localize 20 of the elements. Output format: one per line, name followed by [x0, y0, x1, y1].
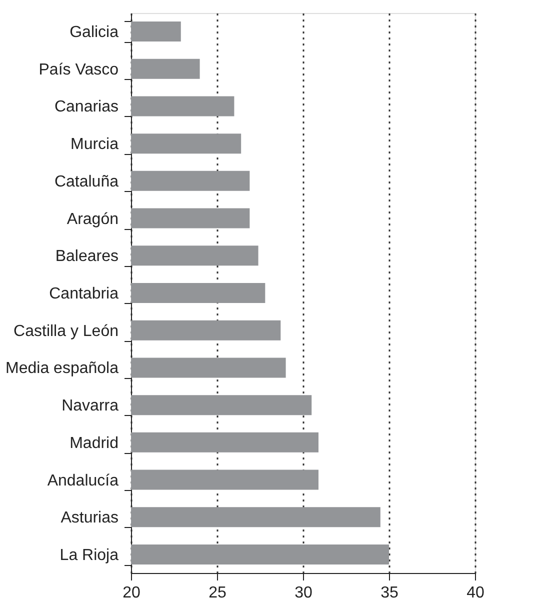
- y-tick-label: Canarias: [54, 98, 118, 116]
- y-tick-label: Asturias: [60, 510, 118, 527]
- y-tick-label: Andalucía: [47, 472, 119, 490]
- y-tick-label: Cantabria: [49, 286, 119, 302]
- y-tick-label: País Vasco: [38, 61, 119, 78]
- x-tick-label: 20: [122, 584, 140, 602]
- y-tick-label: Navarra: [62, 398, 119, 415]
- x-tick-label: 30: [294, 584, 312, 602]
- y-tick-label: Cataluña: [54, 173, 119, 190]
- y-tick-label: Media española: [6, 360, 119, 378]
- y-tick-label: La Rioja: [60, 547, 119, 564]
- y-tick-label: Madrid: [70, 434, 118, 452]
- y-tick-label: Galicia: [70, 24, 119, 41]
- y-tick-label: Baleares: [55, 248, 118, 266]
- y-tick-label: Castilla y León: [14, 322, 118, 340]
- y-tick-label: Aragón: [66, 210, 118, 228]
- x-tick-label: 40: [466, 584, 484, 602]
- x-tick-label: 35: [380, 584, 398, 602]
- y-tick-label: Murcia: [70, 136, 119, 154]
- x-tick-label: 25: [208, 584, 226, 602]
